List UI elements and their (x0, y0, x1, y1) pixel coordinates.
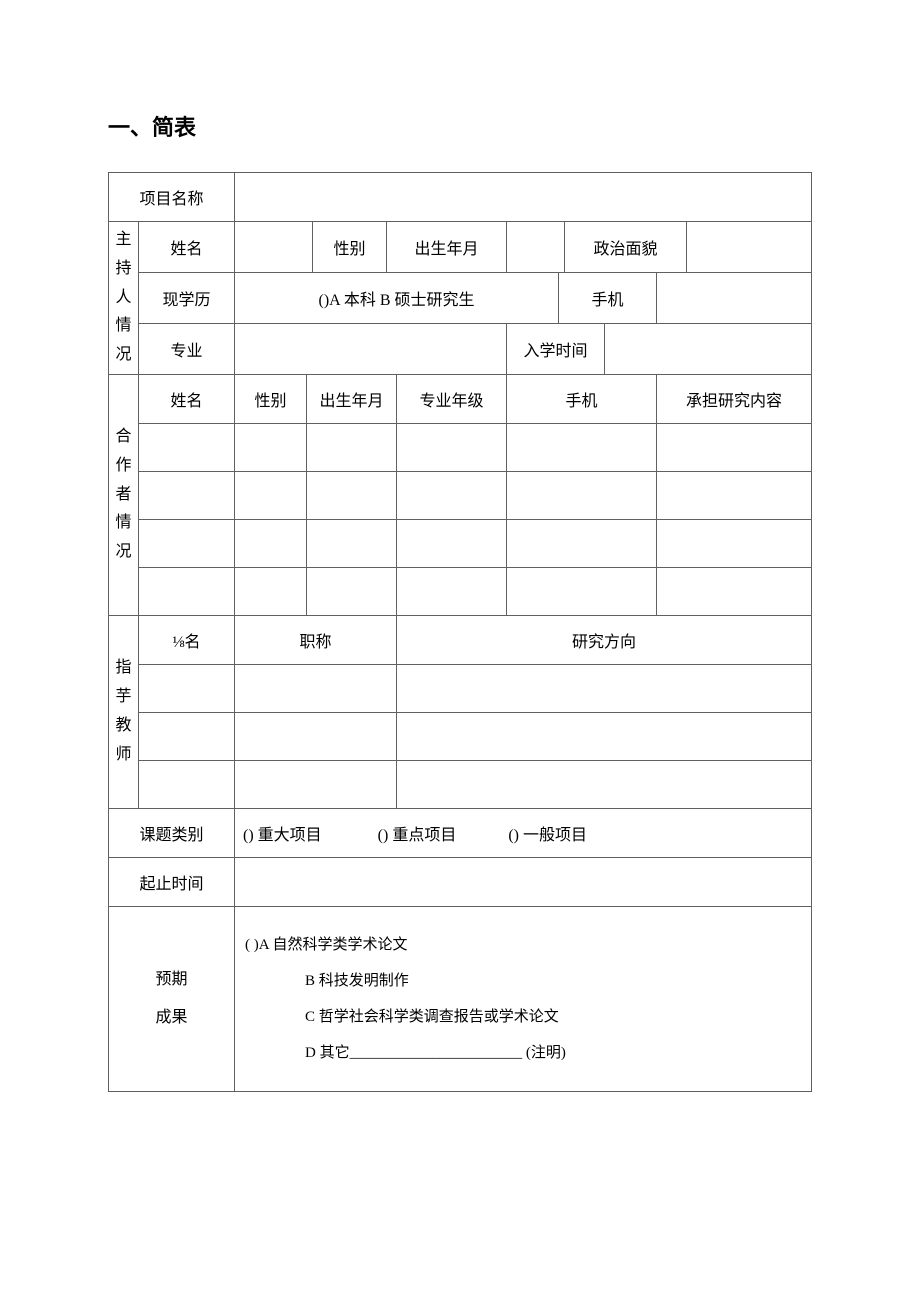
host-major-label: 专业 (139, 323, 235, 374)
collab-row-birth[interactable] (307, 471, 397, 519)
project-name-cell[interactable] (235, 173, 812, 222)
collab-gender-label: 性别 (235, 374, 307, 423)
collab-row-phone[interactable] (507, 471, 657, 519)
collab-content-label: 承担研究内容 (657, 374, 812, 423)
collab-vlabel: 合作者情况 (109, 374, 139, 615)
host-enroll-cell[interactable] (605, 323, 812, 374)
collab-row-gender[interactable] (235, 567, 307, 615)
advisor-row-name[interactable] (139, 664, 235, 712)
host-political-label: 政治面貌 (565, 222, 687, 273)
collab-row-content[interactable] (657, 519, 812, 567)
collab-phone-label: 手机 (507, 374, 657, 423)
collab-row-phone[interactable] (507, 423, 657, 471)
topic-type-label: 课题类别 (109, 808, 235, 857)
host-name-label: 姓名 (139, 222, 235, 273)
expected-results-cell[interactable]: ( )A 自然科学类学术论文 B 科技发明制作 C 哲学社会科学类调查报告或学术… (235, 906, 812, 1091)
advisor-name-label: ⅛名 (139, 615, 235, 664)
section-heading: 一、简表 (108, 110, 812, 142)
host-major-cell[interactable] (235, 323, 507, 374)
collab-row-birth[interactable] (307, 423, 397, 471)
collab-row-name[interactable] (139, 519, 235, 567)
collab-row-majorgrade[interactable] (397, 567, 507, 615)
collab-row-birth[interactable] (307, 519, 397, 567)
advisor-row-direction[interactable] (397, 664, 812, 712)
host-enroll-label: 入学时间 (507, 323, 605, 374)
advisor-row-title[interactable] (235, 664, 397, 712)
collab-row-majorgrade[interactable] (397, 471, 507, 519)
collab-row-phone[interactable] (507, 519, 657, 567)
period-label: 起止时间 (109, 857, 235, 906)
advisor-row-title[interactable] (235, 760, 397, 808)
host-birth-cell[interactable] (507, 222, 565, 273)
collab-row-gender[interactable] (235, 519, 307, 567)
collab-majorgrade-label: 专业年级 (397, 374, 507, 423)
expected-label-2: 成果 (111, 999, 232, 1037)
collab-row-birth[interactable] (307, 567, 397, 615)
host-birth-label: 出生年月 (387, 222, 507, 273)
collab-row-name[interactable] (139, 471, 235, 519)
host-edu-options[interactable]: ()A 本科 B 硕士研究生 (235, 272, 559, 323)
host-political-cell[interactable] (687, 222, 812, 273)
advisor-row-direction[interactable] (397, 712, 812, 760)
expected-label-1: 预期 (111, 961, 232, 999)
period-cell[interactable] (235, 857, 812, 906)
collab-birth-label: 出生年月 (307, 374, 397, 423)
collab-row-phone[interactable] (507, 567, 657, 615)
collab-row-name[interactable] (139, 423, 235, 471)
expected-option-c: C 哲学社会科学类调查报告或学术论文 (245, 999, 801, 1035)
project-name-label: 项目名称 (109, 173, 235, 222)
host-name-cell[interactable] (235, 222, 313, 273)
expected-option-b: B 科技发明制作 (245, 963, 801, 999)
host-gender-label: 性别 (313, 222, 387, 273)
host-edu-label: 现学历 (139, 272, 235, 323)
host-phone-cell[interactable] (657, 272, 812, 323)
collab-row-gender[interactable] (235, 423, 307, 471)
collab-row-content[interactable] (657, 423, 812, 471)
topic-type-value[interactable]: () 重大项目 () 重点项目 () 一般项目 (235, 808, 812, 857)
advisor-row-direction[interactable] (397, 760, 812, 808)
advisor-vlabel: 指芋教师 (109, 615, 139, 808)
collab-row-name[interactable] (139, 567, 235, 615)
summary-table: 项目名称 主持人情况 姓名 性别 出生年月 政治面貌 现学历 ()A 本科 B … (108, 172, 812, 1092)
advisor-direction-label: 研究方向 (397, 615, 812, 664)
collab-row-content[interactable] (657, 567, 812, 615)
collab-row-majorgrade[interactable] (397, 423, 507, 471)
collab-name-label: 姓名 (139, 374, 235, 423)
advisor-row-name[interactable] (139, 712, 235, 760)
advisor-row-name[interactable] (139, 760, 235, 808)
host-vlabel: 主持人情况 (109, 222, 139, 375)
host-phone-label: 手机 (559, 272, 657, 323)
expected-option-a: ( )A 自然科学类学术论文 (245, 927, 801, 963)
collab-row-gender[interactable] (235, 471, 307, 519)
advisor-title-label: 职称 (235, 615, 397, 664)
collab-row-content[interactable] (657, 471, 812, 519)
collab-row-majorgrade[interactable] (397, 519, 507, 567)
expected-label: 预期 成果 (109, 906, 235, 1091)
expected-option-d: D 其它_______________________ (注明) (245, 1035, 801, 1071)
advisor-row-title[interactable] (235, 712, 397, 760)
